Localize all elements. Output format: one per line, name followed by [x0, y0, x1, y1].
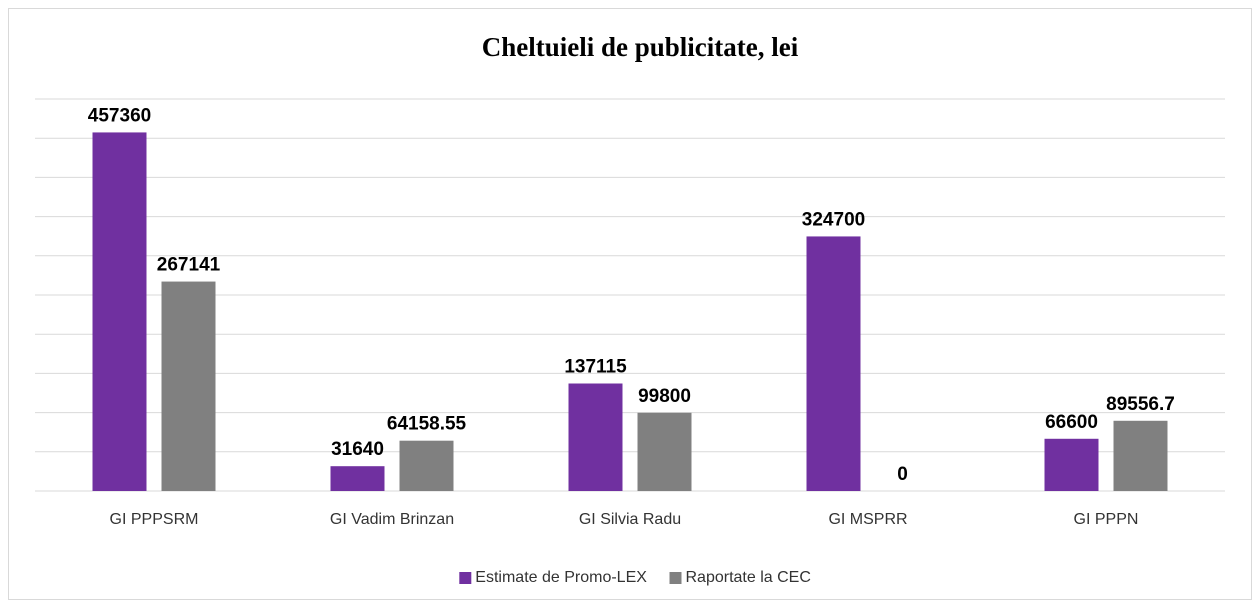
bar — [1113, 420, 1168, 491]
value-label: 64158.55 — [387, 414, 467, 435]
bar — [1044, 438, 1099, 491]
value-label: 457360 — [88, 105, 151, 126]
bar — [330, 466, 385, 491]
value-label: 137115 — [564, 357, 627, 378]
legend-swatch — [669, 572, 682, 584]
legend-label: Raportate la CEC — [686, 569, 811, 586]
legend-swatch — [459, 572, 472, 584]
value-label: 89556.7 — [1106, 394, 1175, 415]
bar — [399, 440, 454, 491]
bar — [92, 132, 147, 492]
bar — [568, 383, 623, 491]
legend-label: Estimate de Promo-LEX — [475, 569, 647, 586]
value-label: 66600 — [1045, 412, 1098, 433]
x-tick-label: GI PPPSRM — [110, 511, 199, 528]
chart-border — [8, 8, 1252, 600]
x-tick-label: GI MSPRR — [828, 511, 907, 528]
chart-title: Cheltuieli de publicitate, lei — [482, 32, 799, 62]
value-label: 324700 — [802, 209, 865, 230]
value-label: 0 — [897, 464, 908, 485]
bar — [637, 412, 692, 491]
bar — [806, 236, 861, 491]
bar — [161, 281, 216, 491]
x-tick-label: GI PPPN — [1074, 511, 1139, 528]
value-label: 99800 — [638, 386, 691, 407]
x-tick-label: GI Silvia Radu — [579, 511, 681, 528]
x-tick-label: GI Vadim Brinzan — [330, 511, 454, 528]
value-label: 31640 — [331, 439, 384, 460]
value-label: 267141 — [157, 255, 221, 276]
